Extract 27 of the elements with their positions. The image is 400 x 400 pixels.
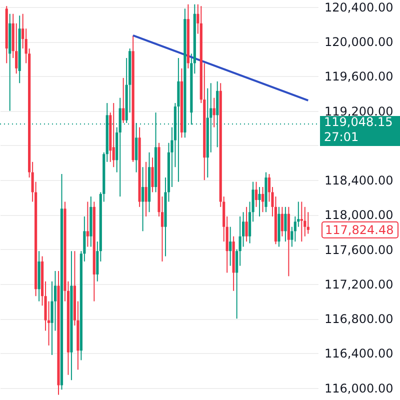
y-tick-label: 119,600.00 [324, 70, 394, 84]
candlestick [245, 206, 248, 242]
y-tick-label: 117,200.00 [324, 277, 394, 292]
candlestick [141, 166, 144, 232]
y-tick-label: 116,400.00 [324, 346, 394, 361]
y-tick-label: 118,000.00 [324, 208, 394, 222]
candlestick [144, 161, 148, 217]
candlestick [122, 77, 125, 124]
candlestick [254, 181, 258, 208]
candlestick [86, 201, 89, 248]
y-tick-label: 120,400.00 [324, 0, 394, 14]
text: 117,824.48 [325, 222, 394, 237]
candlestick [212, 97, 216, 128]
candlestick [229, 226, 232, 266]
candlestick [261, 186, 264, 213]
y-tick-label: 120,000.00 [324, 35, 394, 50]
candlestick [112, 102, 115, 168]
candlestick [300, 201, 303, 242]
y-tick-label: 118,400.00 [324, 174, 394, 188]
y-tick-label: 117,600.00 [324, 242, 394, 257]
candlestick [151, 157, 154, 193]
candlestick [280, 206, 284, 237]
y-tick-label: 116,000.00 [324, 381, 394, 396]
candlestick [135, 122, 138, 173]
y-tick-label: 116,800.00 [324, 312, 394, 326]
candlestick [284, 206, 287, 242]
candlestick [258, 186, 261, 217]
